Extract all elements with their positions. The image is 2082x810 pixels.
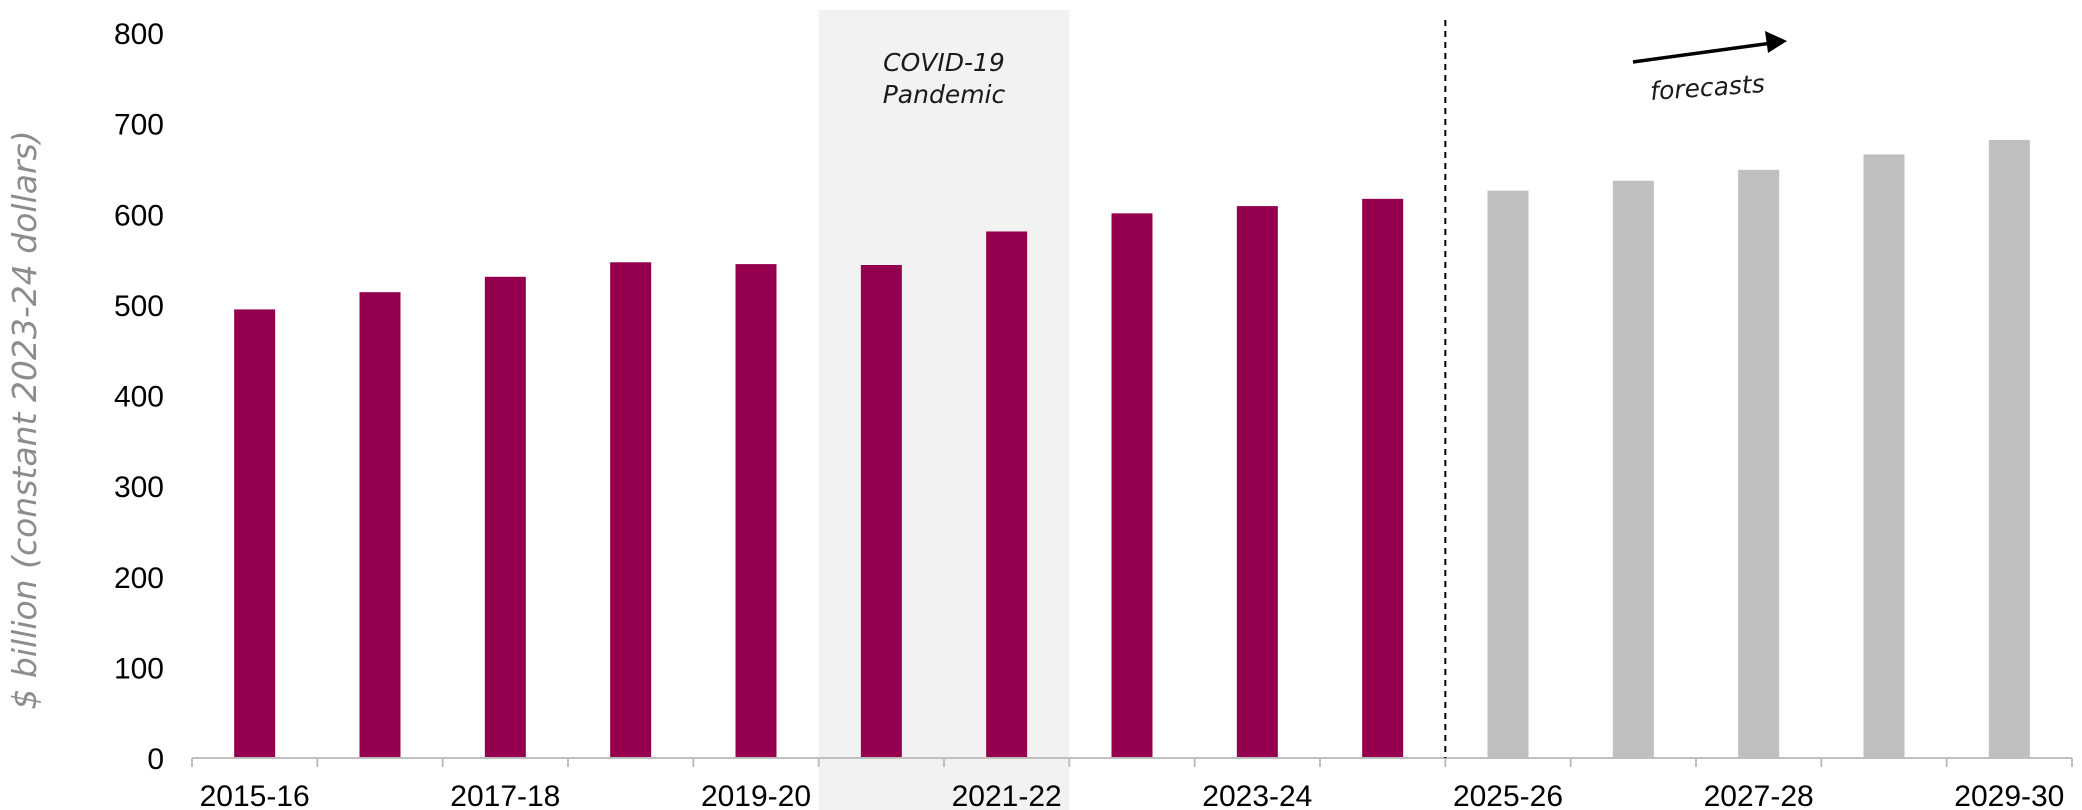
bar-2018-19	[610, 262, 652, 758]
bar-2029-30-forecast	[1988, 139, 2030, 758]
y-tick-labels: 0 100 200 300 400 500 600 700 800	[114, 18, 164, 776]
y-tick-label: 800	[114, 18, 164, 51]
x-tick-label: 2019-20	[701, 780, 811, 810]
covid-shade-rect	[818, 10, 1070, 810]
y-tick-label: 600	[114, 199, 164, 232]
bar-2024-25	[1362, 198, 1404, 758]
y-tick-label: 300	[114, 471, 164, 504]
bar-2021-22	[986, 231, 1028, 758]
forecast-arrow	[1632, 31, 1787, 64]
y-tick-label: 500	[114, 290, 164, 323]
covid-shaded-region	[818, 10, 1070, 810]
x-tick-label: 2023-24	[1202, 780, 1312, 810]
forecasts-label: forecasts	[1649, 69, 1765, 106]
y-tick-label: 100	[114, 652, 164, 685]
x-tick-label: 2021-22	[952, 780, 1062, 810]
y-tick-label: 200	[114, 562, 164, 595]
x-tick-label: 2017-18	[450, 780, 560, 810]
bar-2017-18	[484, 276, 526, 758]
x-tick-label: 2015-16	[200, 780, 310, 810]
bar-2022-23	[1111, 213, 1153, 758]
bar-2027-28-forecast	[1738, 169, 1780, 758]
bar-2020-21	[860, 265, 902, 758]
bar-2028-29-forecast	[1863, 154, 1905, 758]
y-tick-label: 400	[114, 381, 164, 414]
covid-label-line1: COVID-19	[883, 48, 1005, 77]
axes	[191, 757, 2073, 767]
bar-2016-17	[359, 292, 401, 758]
covid-label-line2: Pandemic	[883, 80, 1006, 109]
x-tick-labels: 2015-16 2017-18 2019-20 2021-22 2023-24 2025-…	[200, 780, 2065, 810]
y-tick-label: 0	[147, 743, 164, 776]
bar-2015-16	[234, 309, 276, 758]
bars	[234, 139, 2030, 758]
x-tick-label: 2027-28	[1704, 780, 1814, 810]
bar-2023-24	[1236, 206, 1278, 758]
x-tick-label: 2025-26	[1453, 780, 1563, 810]
x-tick-label: 2029-30	[1954, 780, 2064, 810]
y-tick-label: 700	[114, 109, 164, 142]
bar-2025-26-forecast	[1487, 190, 1529, 758]
bar-2026-27-forecast	[1612, 180, 1654, 758]
bar-2019-20	[735, 264, 777, 758]
y-axis-title: $ billion (constant 2023-24 dollars)	[5, 130, 44, 709]
